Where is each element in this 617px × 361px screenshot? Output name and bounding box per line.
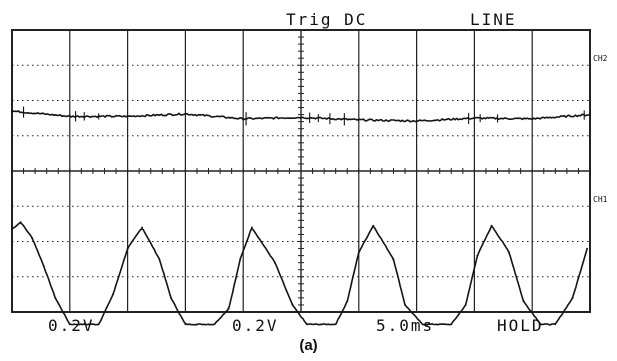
point-ch2 — [589, 113, 591, 116]
point-ch1 — [68, 323, 71, 326]
traces — [11, 106, 591, 326]
point-ch1 — [54, 297, 57, 299]
point-ch1 — [227, 307, 230, 310]
point-ch1 — [274, 261, 276, 264]
point-ch1 — [83, 323, 86, 326]
point-ch1 — [372, 224, 375, 227]
point-ch2 — [184, 113, 187, 115]
point-ch1 — [251, 226, 253, 229]
point-ch1 — [97, 323, 100, 326]
point-ch2 — [11, 110, 13, 112]
point-ch1 — [334, 323, 337, 326]
point-ch2 — [415, 120, 418, 122]
point-ch1 — [435, 323, 438, 326]
point-ch1 — [42, 265, 45, 268]
point-ch1 — [184, 323, 187, 326]
ch1-scale-readout: 0.2V — [48, 316, 95, 335]
trigger-label: Trig DC — [286, 10, 368, 29]
point-ch1 — [490, 224, 493, 227]
point-ch1 — [31, 237, 34, 239]
point-ch1 — [196, 323, 198, 326]
point-ch1 — [421, 323, 424, 326]
point-ch1 — [126, 247, 129, 250]
point-ch1 — [540, 323, 542, 326]
point-ch2 — [126, 115, 129, 118]
point-ch1 — [19, 221, 22, 224]
ch1-marker: CH1 — [593, 195, 608, 204]
point-ch1 — [239, 258, 242, 260]
point-ch2 — [531, 117, 534, 120]
point-ch1 — [291, 304, 294, 306]
point-ch1 — [571, 297, 574, 299]
point-ch1 — [158, 258, 161, 260]
point-ch1 — [554, 323, 557, 326]
point-ch1 — [464, 304, 467, 306]
point-ch1 — [11, 228, 13, 231]
point-ch1 — [170, 297, 172, 299]
trace-ch1 — [11, 221, 588, 326]
point-ch2 — [300, 116, 302, 119]
point-ch1 — [305, 323, 308, 326]
trigger-source-label: LINE — [470, 10, 517, 29]
point-ch1 — [476, 254, 479, 257]
ch2-marker: CH2 — [593, 54, 608, 63]
point-ch2 — [357, 119, 360, 121]
ch2-scale-readout: 0.2V — [232, 316, 279, 335]
point-ch1 — [346, 300, 349, 303]
point-ch1 — [112, 293, 114, 296]
point-ch1 — [586, 247, 588, 250]
point-ch1 — [320, 323, 323, 326]
point-ch1 — [522, 300, 525, 303]
point-ch1 — [357, 251, 360, 254]
point-ch1 — [450, 323, 453, 326]
figure-caption: (a) — [299, 337, 318, 354]
point-ch1 — [508, 251, 510, 254]
point-ch1 — [141, 226, 144, 229]
timebase-readout: 5.0ms — [376, 316, 435, 335]
point-ch2 — [68, 115, 71, 118]
point-ch1 — [392, 258, 395, 260]
point-ch1 — [404, 304, 406, 306]
point-ch2 — [473, 117, 476, 119]
mode-readout: HOLD — [497, 316, 544, 335]
point-ch1 — [213, 323, 216, 326]
graticule-grid — [11, 29, 591, 313]
point-ch2 — [242, 117, 245, 120]
